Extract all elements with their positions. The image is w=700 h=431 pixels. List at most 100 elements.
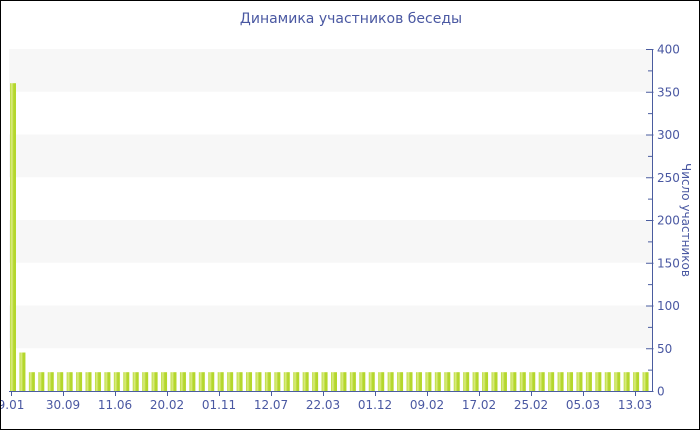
- bar: [264, 372, 271, 391]
- bar: [236, 372, 243, 391]
- bar: [425, 372, 432, 391]
- bar: [312, 372, 319, 391]
- x-tick-label: 13.03: [618, 398, 652, 412]
- bar: [227, 372, 234, 391]
- bar: [585, 372, 592, 391]
- bar: [349, 372, 356, 391]
- bar: [142, 372, 149, 391]
- band: [9, 305, 652, 349]
- bar: [368, 372, 375, 391]
- bar: [387, 372, 394, 391]
- bar: [10, 83, 16, 391]
- x-tick-label: 25.02: [514, 398, 548, 412]
- bar: [453, 372, 460, 391]
- bar: [472, 372, 479, 391]
- bar: [340, 372, 347, 391]
- band: [9, 134, 652, 178]
- bar: [397, 372, 404, 391]
- y-tick-label: 0: [657, 385, 665, 399]
- bar: [47, 372, 54, 391]
- y-tick-label: 300: [657, 128, 680, 142]
- x-tick-label: 9.01: [1, 398, 24, 412]
- bar: [179, 372, 186, 391]
- bar: [519, 372, 526, 391]
- band: [9, 49, 652, 92]
- x-tick-label: 05.03: [566, 398, 600, 412]
- bar: [293, 372, 300, 391]
- x-tick-label: 22.03: [306, 398, 340, 412]
- axes: 0 50 100 150 200 250 300 350 400 9.01 30.09 11.06 20…: [1, 43, 680, 413]
- bar: [170, 372, 177, 391]
- bar: [491, 372, 498, 391]
- bar: [255, 372, 262, 391]
- bar: [529, 372, 536, 391]
- bar: [482, 372, 489, 391]
- bar: [538, 372, 545, 391]
- x-tick-label: 09.02: [410, 398, 444, 412]
- bar: [444, 372, 451, 391]
- bar: [189, 372, 196, 391]
- bar: [38, 372, 45, 391]
- bar: [113, 372, 120, 391]
- bar: [415, 372, 422, 391]
- bar: [633, 372, 640, 391]
- bar: [28, 372, 35, 391]
- bar: [302, 372, 309, 391]
- bar: [66, 372, 73, 391]
- bar: [274, 372, 281, 391]
- bar: [604, 372, 611, 391]
- bar: [132, 372, 139, 391]
- bar: [57, 372, 64, 391]
- x-tick-label: 12.07: [254, 398, 288, 412]
- bar: [331, 372, 337, 391]
- bar: [217, 372, 224, 391]
- bar: [151, 372, 158, 391]
- band: [9, 220, 652, 263]
- bar: [359, 372, 366, 391]
- bar: [557, 372, 564, 391]
- bar: [406, 372, 413, 391]
- x-tick-label: 30.09: [46, 398, 80, 412]
- y-tick-label: 200: [657, 214, 680, 228]
- x-tick-label: 20.02: [150, 398, 184, 412]
- y-tick-label: 150: [657, 256, 680, 270]
- chart-title: Динамика участников беседы: [239, 11, 463, 27]
- bar: [246, 372, 253, 391]
- y-tick-label: 400: [657, 43, 680, 57]
- y-tick-label: 350: [657, 85, 680, 99]
- bar: [500, 372, 507, 391]
- bar: [123, 372, 130, 391]
- bar: [198, 372, 205, 391]
- bar: [576, 372, 583, 391]
- bar: [623, 372, 630, 391]
- bar: [321, 372, 328, 391]
- bar: [19, 352, 26, 391]
- bar: [595, 372, 602, 391]
- bar: [94, 372, 101, 391]
- y-tick-label: 100: [657, 299, 680, 313]
- bar: [642, 372, 649, 391]
- x-tick-label: 17.02: [462, 398, 496, 412]
- background-bands: [9, 49, 652, 349]
- bar-series: [10, 83, 649, 391]
- x-tick-label: 01.12: [358, 398, 392, 412]
- bar: [208, 372, 215, 391]
- bar: [567, 372, 574, 391]
- bar: [510, 372, 517, 391]
- y-tick-label: 50: [657, 342, 672, 356]
- bar: [76, 372, 83, 391]
- x-tick-label: 11.06: [98, 398, 132, 412]
- bar: [463, 372, 470, 391]
- bar: [434, 372, 441, 391]
- bar: [104, 372, 111, 391]
- bar: [548, 372, 555, 391]
- bar: [283, 372, 290, 391]
- y-tick-label: 250: [657, 171, 680, 185]
- y-axis-title: Число участников: [679, 163, 693, 277]
- x-tick-label: 01.11: [202, 398, 236, 412]
- bar: [85, 372, 92, 391]
- bar: [614, 372, 621, 391]
- bar: [378, 372, 385, 391]
